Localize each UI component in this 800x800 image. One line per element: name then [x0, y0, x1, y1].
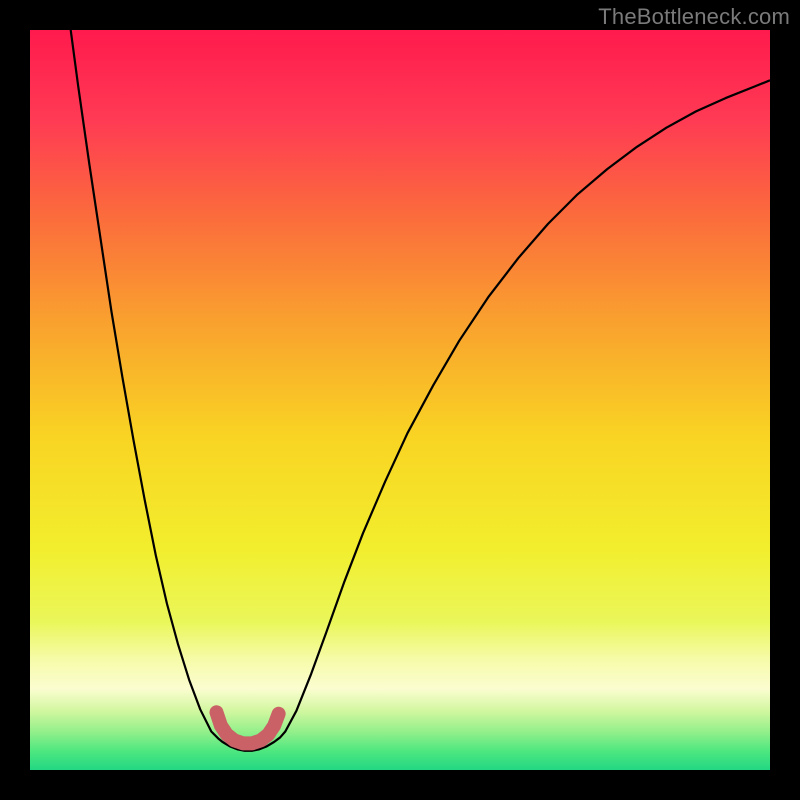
gradient-background [30, 30, 770, 770]
chart-svg [30, 30, 770, 770]
chart-outer: TheBottleneck.com [0, 0, 800, 800]
watermark-text: TheBottleneck.com [598, 4, 790, 30]
plot-area [30, 30, 770, 770]
